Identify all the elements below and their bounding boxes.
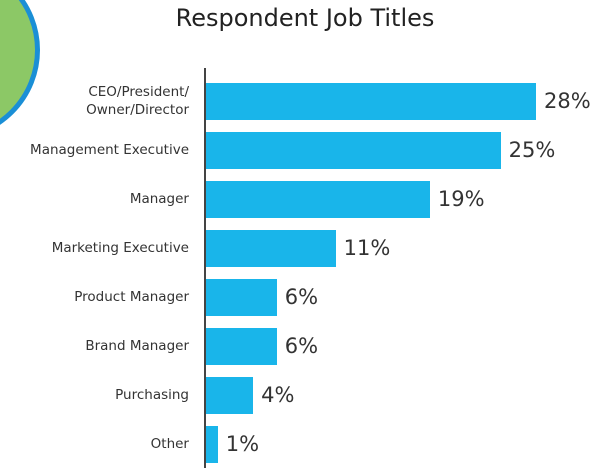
value-label: 4% <box>261 383 295 407</box>
bar <box>206 376 254 414</box>
bar <box>206 278 277 316</box>
value-label: 1% <box>225 432 260 456</box>
bar <box>206 425 218 463</box>
value-label: 6% <box>284 285 319 309</box>
bar <box>206 229 336 267</box>
value-label: 6% <box>284 334 319 358</box>
category-label: Other <box>150 436 189 452</box>
value-label: 19% <box>437 187 485 211</box>
category-label: Manager <box>129 191 189 207</box>
bar <box>206 131 501 169</box>
category-label: Purchasing <box>115 387 189 403</box>
category-label: Marketing Executive <box>51 240 189 256</box>
bar <box>206 180 430 218</box>
axis-line <box>204 68 206 468</box>
decoration <box>0 0 40 140</box>
value-label: 28% <box>544 89 591 113</box>
chart-title: Respondent Job Titles <box>175 4 435 32</box>
category-label: CEO/President/ Owner/Director <box>86 84 189 118</box>
bar <box>206 327 277 365</box>
value-label: 25% <box>508 138 556 162</box>
category-label: Brand Manager <box>85 338 189 354</box>
bar <box>206 82 536 120</box>
category-label: Product Manager <box>74 289 189 305</box>
category-label: Management Executive <box>30 142 189 158</box>
value-label: 11% <box>343 236 391 260</box>
